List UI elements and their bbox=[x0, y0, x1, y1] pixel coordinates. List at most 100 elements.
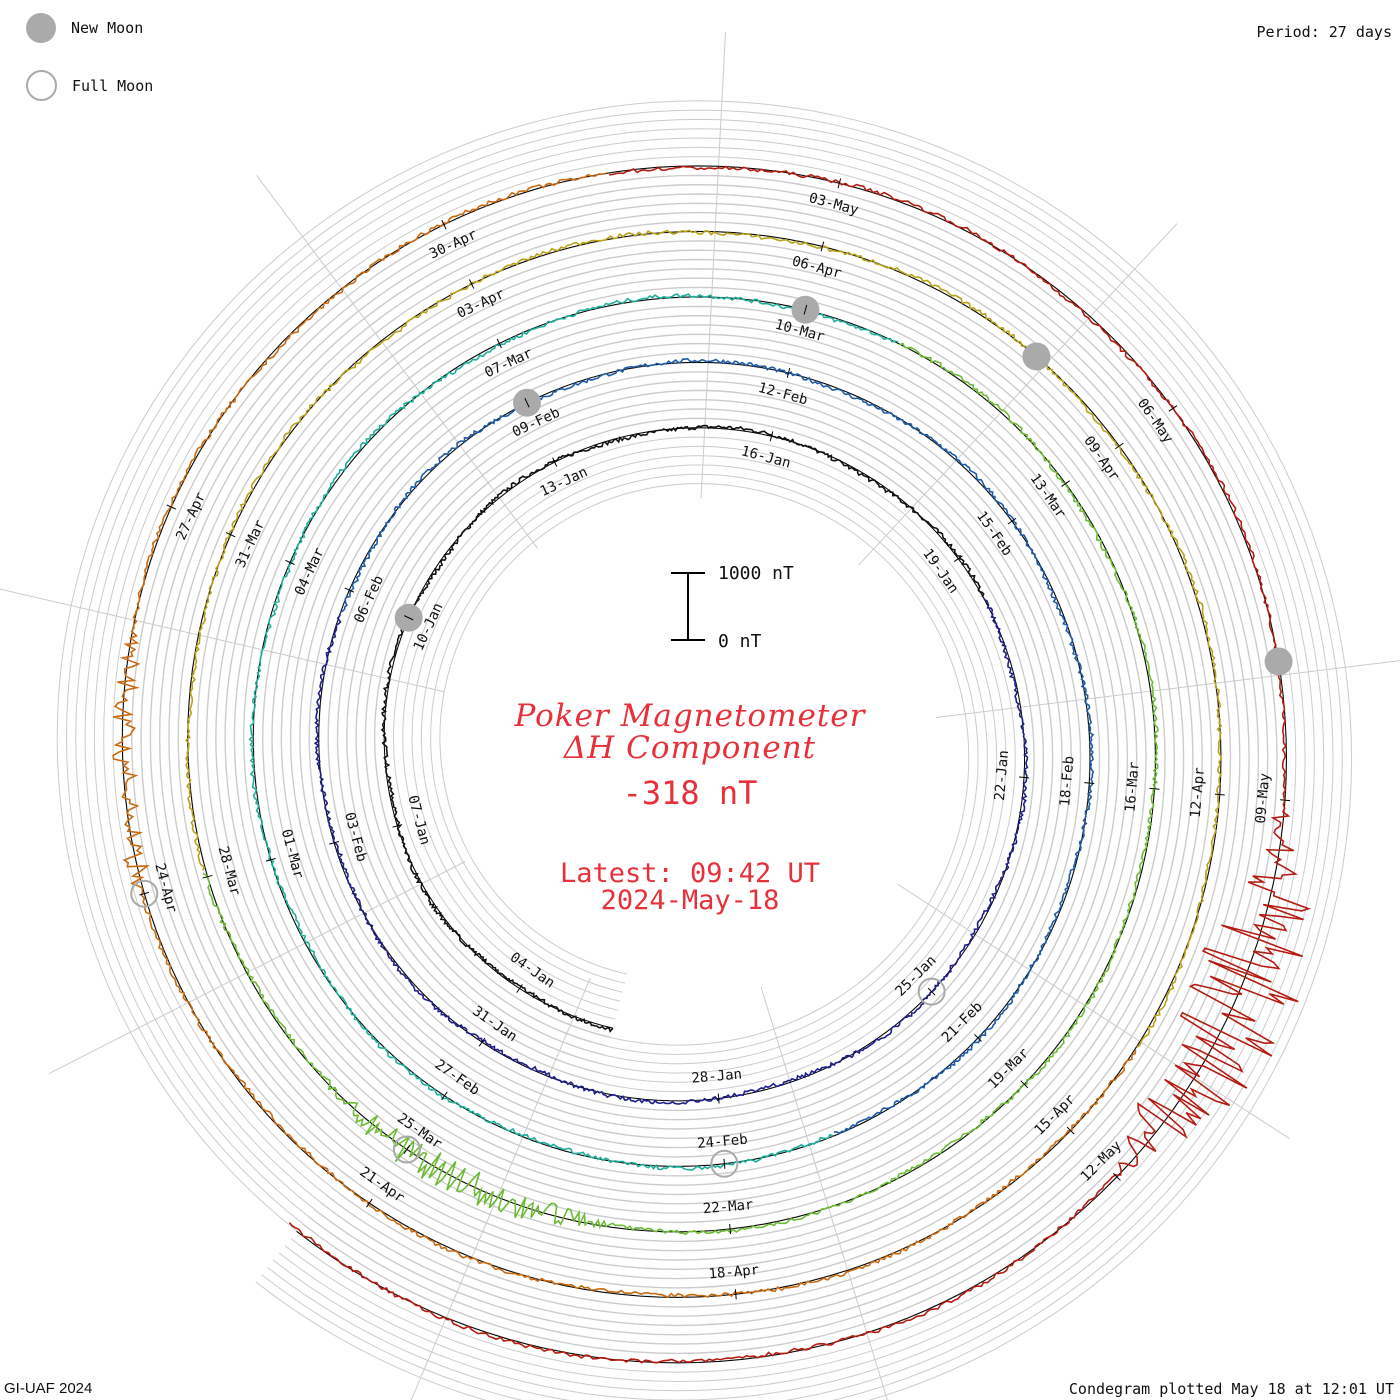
date-label: 28-Mar bbox=[214, 844, 243, 897]
trace-segment-1 bbox=[380, 424, 985, 1033]
date-tick bbox=[344, 587, 355, 593]
date-tick bbox=[516, 984, 523, 993]
date-tick bbox=[285, 559, 295, 565]
date-tick bbox=[478, 1037, 486, 1047]
date-label: 18-Feb bbox=[1057, 755, 1077, 807]
date-tick bbox=[496, 338, 502, 349]
date-label: 27-Apr bbox=[173, 490, 209, 543]
date-tick bbox=[469, 279, 475, 289]
full-moon-marker bbox=[917, 977, 946, 1006]
date-tick bbox=[166, 504, 176, 510]
new-moon-icon bbox=[26, 13, 56, 43]
date-tick bbox=[1280, 799, 1291, 802]
grid-band bbox=[65, 109, 1343, 1400]
trace-segment-4 bbox=[248, 293, 899, 1171]
date-tick bbox=[392, 824, 403, 828]
trace-segment-6 bbox=[185, 229, 1223, 1048]
trace-segment-2 bbox=[313, 597, 1029, 1105]
new-moon-marker bbox=[1022, 342, 1051, 371]
full-moon-icon bbox=[26, 70, 57, 101]
date-tick bbox=[1066, 1126, 1075, 1135]
date-label: 12-Apr bbox=[1188, 767, 1208, 819]
date-label: 09-May bbox=[1253, 772, 1273, 824]
date-tick bbox=[927, 987, 936, 996]
date-label: 07-Jan bbox=[404, 794, 433, 847]
date-tick bbox=[366, 1198, 373, 1208]
grid-spoke bbox=[897, 883, 1290, 1139]
trace-segment-3 bbox=[339, 357, 1095, 1135]
legend-full-moon-label: Full Moon bbox=[72, 76, 154, 95]
date-label: 31-Mar bbox=[233, 518, 269, 571]
trace-layer bbox=[112, 165, 1312, 1364]
date-tick bbox=[734, 1289, 737, 1300]
scale-bottom-label: 0 nT bbox=[718, 631, 762, 652]
grid-spoke bbox=[256, 174, 538, 549]
full-moon-marker bbox=[710, 1149, 739, 1178]
legend-new-moon: New Moon bbox=[26, 13, 143, 43]
date-label: 28-Jan bbox=[691, 1066, 743, 1086]
scale-bar bbox=[671, 572, 705, 641]
full-moon-marker bbox=[392, 1135, 421, 1164]
date-label: 03-May bbox=[807, 190, 860, 219]
plotted-label: Condegram plotted May 18 at 12:01 UT bbox=[1068, 1380, 1394, 1398]
date-tick bbox=[1020, 1080, 1029, 1089]
date-tick bbox=[1168, 405, 1178, 412]
date-label: 13-Jan bbox=[538, 464, 591, 500]
trace-segment-7 bbox=[112, 172, 1137, 1299]
trace-segment-8 bbox=[288, 165, 1312, 1364]
chart-title: Poker Magnetometer bbox=[514, 698, 866, 734]
chart-subtitle: ΔH Component bbox=[563, 730, 817, 766]
date-tick bbox=[1114, 442, 1124, 450]
date-tick bbox=[837, 178, 842, 189]
date-label: 30-Apr bbox=[427, 227, 480, 263]
new-moon-marker bbox=[1264, 647, 1293, 676]
date-label: 16-Mar bbox=[1122, 761, 1142, 813]
date-tick bbox=[1007, 517, 1017, 525]
date-tick bbox=[769, 431, 774, 442]
date-tick bbox=[441, 1091, 448, 1101]
date-tick bbox=[265, 858, 276, 862]
date-tick bbox=[329, 841, 340, 845]
date-tick bbox=[974, 1034, 982, 1042]
grid-spoke bbox=[0, 588, 445, 693]
legend-full-moon: Full Moon bbox=[26, 70, 153, 101]
grid-spoke bbox=[936, 660, 1400, 719]
date-tick bbox=[403, 615, 414, 621]
date-label: 22-Jan bbox=[992, 750, 1012, 802]
date-tick bbox=[403, 1145, 411, 1154]
date-tick bbox=[729, 1223, 732, 1235]
date-tick bbox=[786, 368, 791, 378]
date-tick bbox=[1113, 1173, 1121, 1181]
grid-band bbox=[103, 146, 1306, 1383]
date-tick bbox=[1018, 776, 1030, 779]
grid-spoke bbox=[48, 861, 466, 1075]
date-tick bbox=[717, 1093, 720, 1104]
date-label: 01-Mar bbox=[278, 828, 307, 881]
date-label: 22-Mar bbox=[702, 1197, 754, 1217]
latest-date: 2024-May-18 bbox=[600, 885, 780, 916]
date-label: 06-Apr bbox=[790, 253, 843, 282]
grid-spoke bbox=[410, 977, 591, 1400]
grid-band bbox=[75, 118, 1334, 1400]
latest-time: Latest: 09:42 UT bbox=[559, 858, 821, 889]
date-tick bbox=[202, 874, 213, 879]
date-tick bbox=[1214, 793, 1225, 796]
period-label: Period: 27 days bbox=[1256, 23, 1392, 41]
credit-label: GI-UAF 2024 bbox=[4, 1380, 93, 1397]
grid-band bbox=[84, 128, 1325, 1400]
date-tick bbox=[225, 532, 236, 538]
date-label: 03-Feb bbox=[341, 811, 370, 864]
date-label: 18-Apr bbox=[708, 1262, 760, 1282]
date-label: 24-Feb bbox=[697, 1132, 749, 1152]
full-moon-marker bbox=[130, 879, 159, 908]
date-tick bbox=[803, 304, 808, 315]
date-tick bbox=[1149, 787, 1160, 790]
date-tick bbox=[524, 397, 530, 408]
date-label: 16-Jan bbox=[739, 443, 792, 472]
date-tick bbox=[1061, 480, 1071, 487]
trace-segment-5 bbox=[202, 342, 1159, 1236]
date-label: 04-Mar bbox=[292, 545, 328, 598]
date-tick bbox=[1084, 782, 1095, 785]
date-tick bbox=[723, 1158, 726, 1169]
date-tick bbox=[441, 219, 447, 230]
